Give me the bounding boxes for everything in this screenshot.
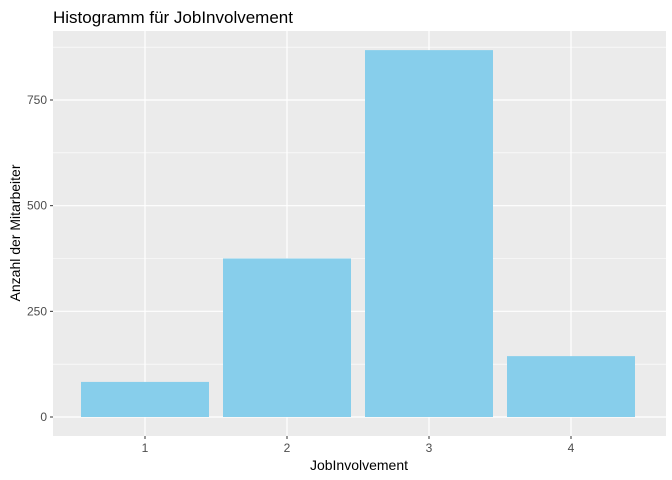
x-axis: 1 2 3 4 [142, 436, 575, 455]
bar-1 [81, 381, 209, 417]
y-tick-label: 750 [27, 93, 47, 107]
x-tick-label: 2 [284, 441, 291, 455]
bar-4 [507, 356, 635, 417]
x-tick-label: 4 [568, 441, 575, 455]
x-tick-label: 3 [426, 441, 433, 455]
y-tick-label: 250 [27, 304, 47, 318]
y-axis-title: Anzahl der Mitarbeiter [7, 164, 23, 301]
x-axis-title: JobInvolvement [310, 457, 408, 473]
x-tick-label: 1 [142, 441, 149, 455]
y-axis: 0 250 500 750 [27, 93, 53, 424]
bar-3 [365, 50, 493, 417]
y-tick-label: 0 [40, 410, 47, 424]
chart-title: Histogramm für JobInvolvement [53, 8, 293, 27]
bar-2 [223, 258, 351, 417]
bars [81, 50, 635, 417]
y-tick-label: 500 [27, 199, 47, 213]
